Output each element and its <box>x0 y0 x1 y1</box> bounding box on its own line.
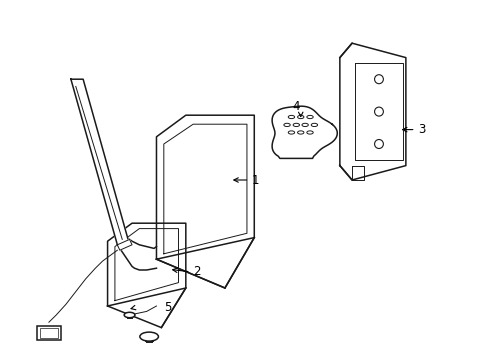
Text: 2: 2 <box>193 265 200 278</box>
Ellipse shape <box>140 332 158 341</box>
Text: 4: 4 <box>292 100 299 113</box>
Bar <box>40 328 58 338</box>
Polygon shape <box>71 79 129 245</box>
Ellipse shape <box>124 312 135 318</box>
Polygon shape <box>339 43 405 180</box>
Polygon shape <box>117 239 132 250</box>
Text: 3: 3 <box>417 123 425 136</box>
Text: 1: 1 <box>251 174 259 186</box>
Text: 5: 5 <box>163 301 171 314</box>
Bar <box>37 326 61 340</box>
Polygon shape <box>271 106 337 158</box>
